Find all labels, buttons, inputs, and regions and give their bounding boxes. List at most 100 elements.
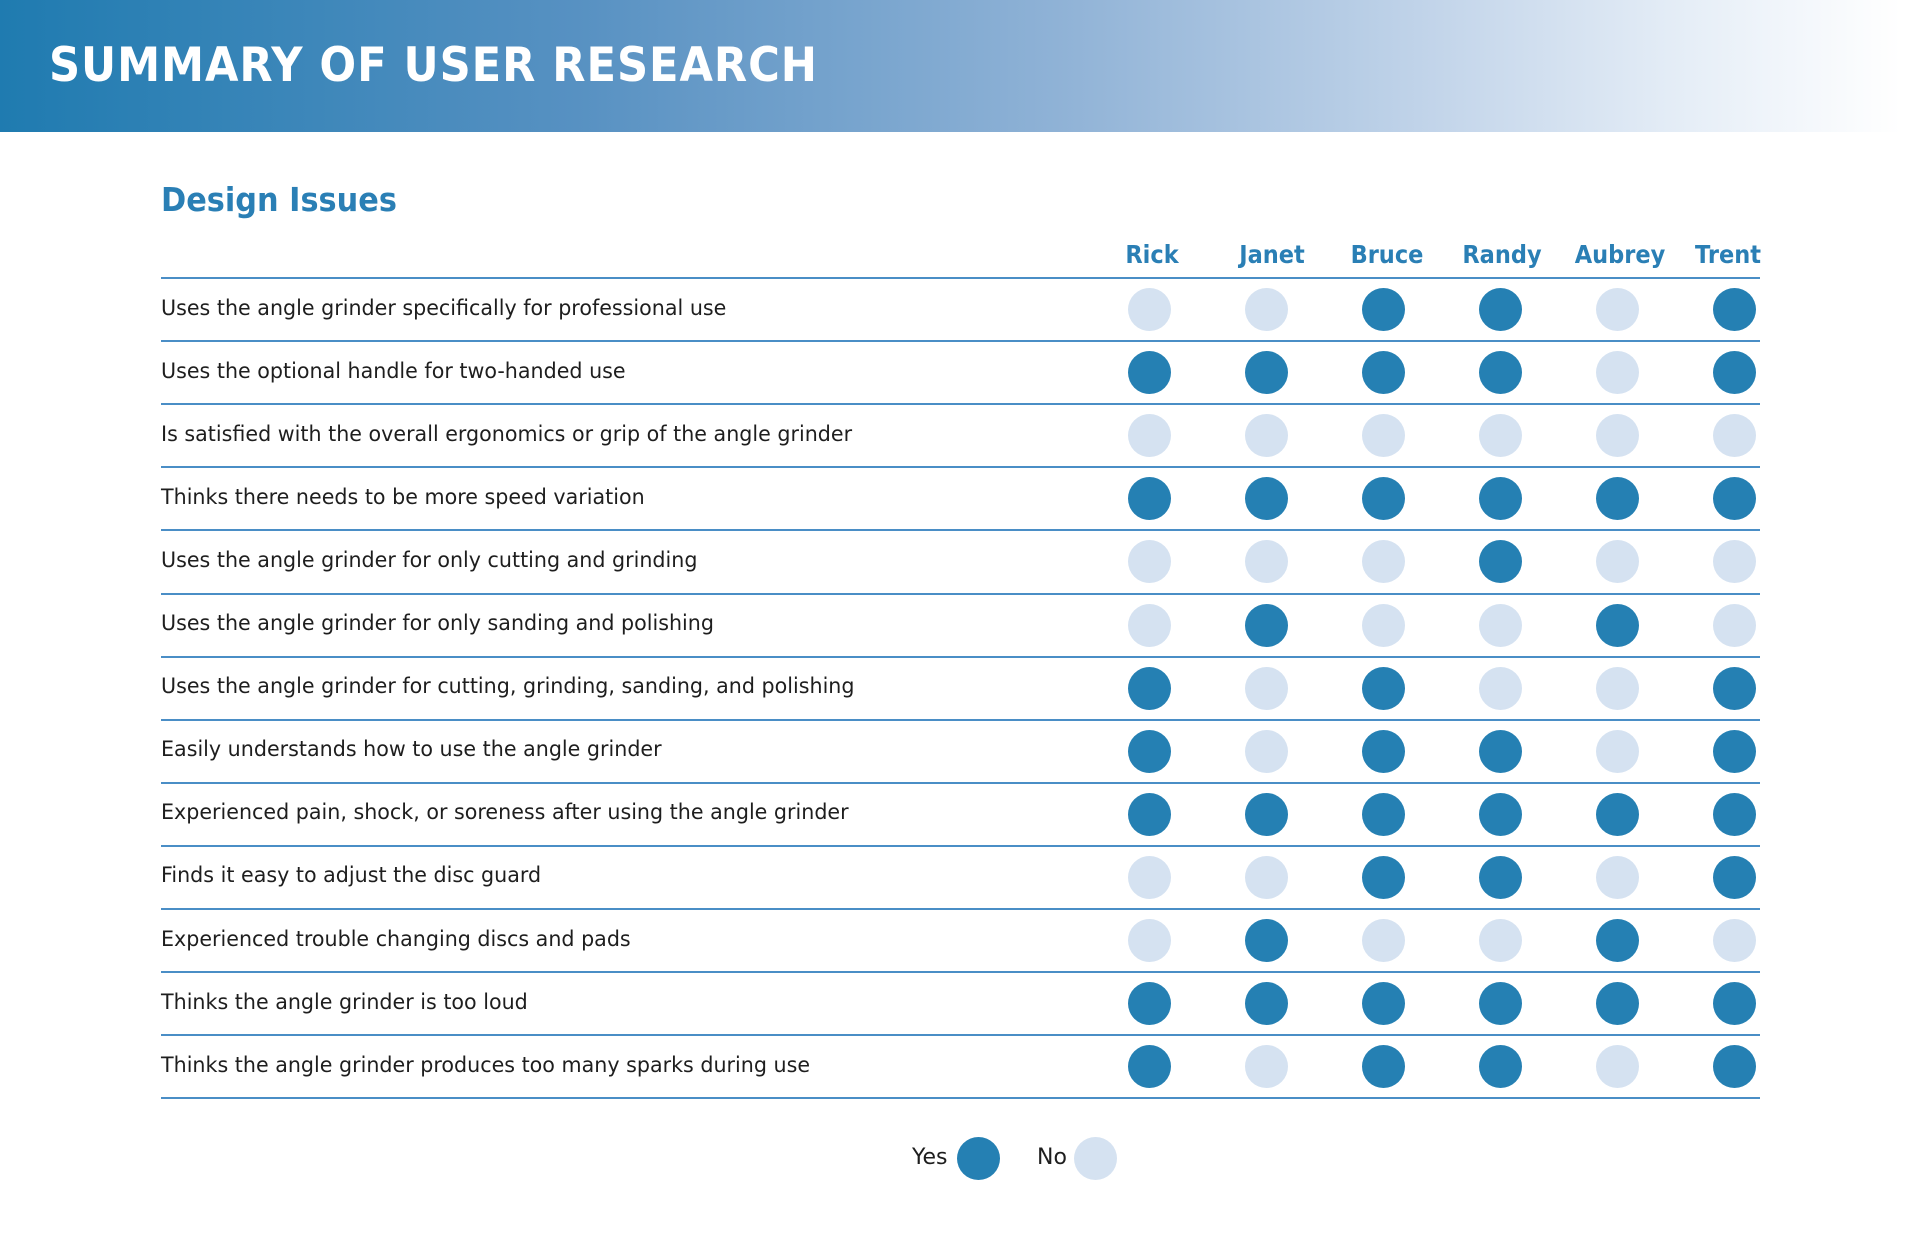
no-dot-bruce [1361, 414, 1405, 458]
no-dot-randy [1478, 603, 1522, 647]
row-divider [161, 1097, 1760, 1100]
page-title: SUMMARY OF USER RESEARCH [49, 38, 818, 93]
yes-dot-bruce [1361, 477, 1405, 521]
column-header-trent: Trent [1694, 240, 1762, 269]
row-divider [161, 340, 1760, 343]
row-divider [161, 844, 1760, 847]
row-label: Uses the angle grinder for only sanding … [161, 611, 714, 637]
yes-dot-trent [1712, 1045, 1756, 1089]
row-label: Finds it easy to adjust the disc guard [161, 863, 542, 889]
yes-dot-bruce [1361, 666, 1405, 710]
column-header-rick: Rick [1125, 240, 1179, 269]
yes-dot-trent [1712, 288, 1756, 332]
yes-dot-rick [1127, 982, 1171, 1026]
no-dot-rick [1127, 855, 1171, 899]
yes-dot-rick [1127, 477, 1171, 521]
no-dot-aubrey [1595, 288, 1639, 332]
legend-yes-dot-icon [956, 1136, 1000, 1180]
yes-dot-rick [1127, 351, 1171, 395]
yes-dot-rick [1127, 729, 1171, 773]
yes-dot-trent [1712, 666, 1756, 710]
no-dot-bruce [1361, 603, 1405, 647]
no-dot-janet [1244, 288, 1288, 332]
yes-dot-janet [1244, 919, 1288, 963]
row-divider [161, 403, 1760, 406]
no-dot-bruce [1361, 919, 1405, 963]
yes-dot-aubrey [1595, 477, 1639, 521]
no-dot-rick [1127, 540, 1171, 584]
yes-dot-janet [1244, 603, 1288, 647]
no-dot-aubrey [1595, 1045, 1639, 1089]
legend-no-label: No [1037, 1145, 1067, 1170]
row-label: Uses the optional handle for two-handed … [161, 358, 626, 384]
row-divider [161, 466, 1760, 469]
no-dot-trent [1712, 414, 1756, 458]
header-banner: SUMMARY OF USER RESEARCH [0, 0, 1920, 132]
row-divider [161, 655, 1760, 658]
yes-dot-rick [1127, 792, 1171, 836]
no-dot-trent [1712, 603, 1756, 647]
yes-dot-randy [1478, 729, 1522, 773]
yes-dot-bruce [1361, 288, 1405, 332]
no-dot-janet [1244, 855, 1288, 899]
section-title: Design Issues [161, 180, 397, 219]
column-header-randy: Randy [1462, 240, 1542, 269]
row-label: Easily understands how to use the angle … [161, 737, 662, 763]
yes-dot-trent [1712, 982, 1756, 1026]
row-label: Uses the angle grinder for cutting, grin… [161, 674, 855, 700]
yes-dot-bruce [1361, 855, 1405, 899]
legend-yes-label: Yes [912, 1145, 948, 1170]
no-dot-janet [1244, 1045, 1288, 1089]
no-dot-randy [1478, 666, 1522, 710]
row-label: Is satisfied with the overall ergonomics… [161, 421, 853, 447]
no-dot-janet [1244, 414, 1288, 458]
yes-dot-janet [1244, 982, 1288, 1026]
no-dot-aubrey [1595, 666, 1639, 710]
no-dot-aubrey [1595, 855, 1639, 899]
yes-dot-janet [1244, 351, 1288, 395]
no-dot-rick [1127, 919, 1171, 963]
row-label: Uses the angle grinder specifically for … [161, 295, 727, 321]
yes-dot-randy [1478, 540, 1522, 584]
yes-dot-janet [1244, 792, 1288, 836]
no-dot-rick [1127, 288, 1171, 332]
no-dot-janet [1244, 540, 1288, 584]
row-divider [161, 1034, 1760, 1037]
row-label: Experienced trouble changing discs and p… [161, 926, 631, 952]
row-label: Experienced pain, shock, or soreness aft… [161, 800, 849, 826]
yes-dot-bruce [1361, 729, 1405, 773]
no-dot-janet [1244, 666, 1288, 710]
no-dot-aubrey [1595, 351, 1639, 395]
yes-dot-trent [1712, 729, 1756, 773]
yes-dot-trent [1712, 351, 1756, 395]
row-divider [161, 592, 1760, 595]
yes-dot-bruce [1361, 982, 1405, 1026]
yes-dot-trent [1712, 477, 1756, 521]
column-header-aubrey: Aubrey [1574, 240, 1666, 269]
row-divider [161, 908, 1760, 910]
row-divider [161, 971, 1760, 974]
no-dot-trent [1712, 919, 1756, 963]
yes-dot-randy [1478, 1045, 1522, 1089]
yes-dot-trent [1712, 792, 1756, 836]
no-dot-aubrey [1595, 414, 1639, 458]
yes-dot-randy [1478, 792, 1522, 836]
column-header-bruce: Bruce [1350, 240, 1424, 269]
row-divider [161, 781, 1760, 784]
no-dot-janet [1244, 729, 1288, 773]
row-label: Thinks the angle grinder is too loud [161, 989, 528, 1015]
yes-dot-aubrey [1595, 982, 1639, 1026]
row-divider [161, 529, 1760, 532]
yes-dot-bruce [1361, 792, 1405, 836]
no-dot-rick [1127, 414, 1171, 458]
yes-dot-janet [1244, 477, 1288, 521]
yes-dot-rick [1127, 666, 1171, 710]
no-dot-randy [1478, 414, 1522, 458]
yes-dot-rick [1127, 1045, 1171, 1089]
header-divider [161, 277, 1760, 279]
yes-dot-randy [1478, 982, 1522, 1026]
row-label: Uses the angle grinder for only cutting … [161, 547, 698, 573]
no-dot-aubrey [1595, 540, 1639, 584]
row-label: Thinks there needs to be more speed vari… [161, 484, 645, 510]
yes-dot-trent [1712, 855, 1756, 899]
